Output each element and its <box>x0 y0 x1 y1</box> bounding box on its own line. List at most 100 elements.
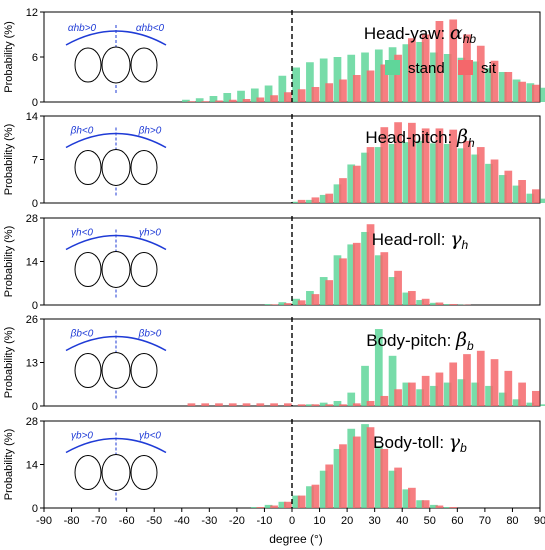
bar-stand-10 <box>319 194 328 203</box>
bar-sit-40 <box>408 382 416 406</box>
x-tick-label: -50 <box>146 515 162 527</box>
bar-stand-15 <box>333 184 342 203</box>
panel-title: Body-toll: γb <box>373 431 467 455</box>
figure-right <box>130 252 158 287</box>
figure-center <box>101 46 131 84</box>
panel-title-text: Head-pitch <box>365 128 447 147</box>
bar-sit-75 <box>504 370 513 406</box>
bar-sit-35 <box>394 54 402 102</box>
bar-sit-5 <box>311 404 320 406</box>
bar-stand-55 <box>443 304 452 305</box>
bar-stand-40 <box>402 489 411 508</box>
bar-stand-15 <box>333 400 342 406</box>
bar-stand-20 <box>347 164 356 203</box>
bar-stand-45 <box>416 500 424 508</box>
bar-sit--10 <box>270 304 278 305</box>
panel-head-roll: 0 14 28 Probability (%) Head-roll: γh γh<0 γh>… <box>3 213 541 312</box>
bar-stand-30 <box>374 445 383 508</box>
bar-sit-55 <box>449 304 458 305</box>
bar-sit-40 <box>408 122 416 203</box>
y-tick-label: 13 <box>26 358 38 370</box>
bar-stand-70 <box>485 385 493 406</box>
bar-sit-30 <box>380 252 389 305</box>
figure-left <box>74 252 102 287</box>
bar-stand--35 <box>195 98 204 102</box>
bar-stand-90 <box>540 404 545 406</box>
bar-stand-50 <box>430 385 438 406</box>
bar-stand-45 <box>416 42 424 102</box>
bar-stand-40 <box>402 44 411 102</box>
bar-stand-75 <box>498 392 507 406</box>
bar-sit-25 <box>366 147 375 203</box>
panel-title: Body-pitch: βb <box>366 329 474 353</box>
panel-title: Head-roll: γh <box>372 228 469 252</box>
bar-sit-80 <box>518 81 526 102</box>
bar-sit-0 <box>297 89 306 102</box>
y-axis-title: Probability (%) <box>3 327 15 399</box>
bar-sit-5 <box>311 294 320 305</box>
bar-sit-50 <box>435 302 444 305</box>
bar-sit-85 <box>532 189 540 203</box>
bar-stand--10 <box>264 304 273 305</box>
y-tick-label: 0 <box>32 503 38 515</box>
bar-sit-45 <box>421 34 430 102</box>
bar-sit-25 <box>366 400 375 406</box>
bar-stand-80 <box>512 185 521 203</box>
bar-sit--35 <box>201 101 210 102</box>
bar-stand-40 <box>402 142 411 203</box>
bar-stand-85 <box>526 402 535 406</box>
bar-stand--25 <box>223 93 232 102</box>
bar-stand--15 <box>250 507 259 508</box>
bar-sit-25 <box>366 70 375 102</box>
figure-center <box>101 352 131 389</box>
bar-stand-60 <box>457 57 466 102</box>
y-tick-label: 6 <box>32 52 38 64</box>
angle-label: αhb<0 <box>136 23 165 34</box>
bar-sit-35 <box>394 389 402 406</box>
panel-title-subscript: hb <box>463 32 477 46</box>
bar-sit-0 <box>297 404 306 406</box>
x-axis-title: degree (°) <box>269 532 323 546</box>
bar-stand-10 <box>319 402 328 406</box>
x-tick-label: 20 <box>341 515 353 527</box>
x-tick-label: 40 <box>396 515 408 527</box>
bar-stand-15 <box>333 57 342 102</box>
bar-sit-70 <box>490 359 499 406</box>
panel-title-symbol: γ <box>449 431 461 453</box>
bar-stand-70 <box>485 163 493 203</box>
y-axis-title: Probability (%) <box>3 429 15 501</box>
legend-label-sit: sit <box>481 60 497 77</box>
y-tick-label: 0 <box>32 198 38 210</box>
bar-sit--40 <box>187 403 196 406</box>
bar-stand-35 <box>388 143 397 203</box>
bar-sit-15 <box>339 404 347 406</box>
bar-stand--5 <box>278 75 287 102</box>
bar-stand-10 <box>319 58 328 102</box>
bar-stand-45 <box>416 389 424 406</box>
bar-stand-80 <box>512 399 521 406</box>
figure-left <box>74 455 102 490</box>
legend-swatch-stand <box>385 60 400 75</box>
angle-label: βb>0 <box>138 329 162 340</box>
bar-sit--5 <box>284 92 292 102</box>
bars-group <box>264 224 471 305</box>
bar-stand-50 <box>430 143 438 203</box>
bar-sit--15 <box>256 507 265 508</box>
bar-sit--30 <box>215 100 223 102</box>
bar-stand-35 <box>388 277 397 305</box>
bars-group <box>187 329 545 406</box>
y-tick-label: 14 <box>26 111 38 123</box>
figure-right <box>130 150 158 185</box>
y-tick-label: 12 <box>26 7 38 19</box>
bar-stand-80 <box>512 79 521 102</box>
illustration-body-pitch: βb<0 βb>0 <box>65 329 167 401</box>
bar-stand-15 <box>333 255 342 305</box>
bars-group <box>292 122 545 203</box>
bar-sit-80 <box>518 180 526 203</box>
panel-title-subscript: h <box>462 238 469 252</box>
illustration-head-pitch: βh<0 βh>0 <box>65 126 167 198</box>
panel-title-text: Body-toll <box>373 433 439 452</box>
y-axis-title: Probability (%) <box>3 21 15 93</box>
panel-title: Head-yaw: αhb <box>364 22 477 46</box>
